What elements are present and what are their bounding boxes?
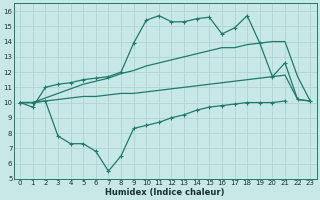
- X-axis label: Humidex (Indice chaleur): Humidex (Indice chaleur): [106, 188, 225, 197]
